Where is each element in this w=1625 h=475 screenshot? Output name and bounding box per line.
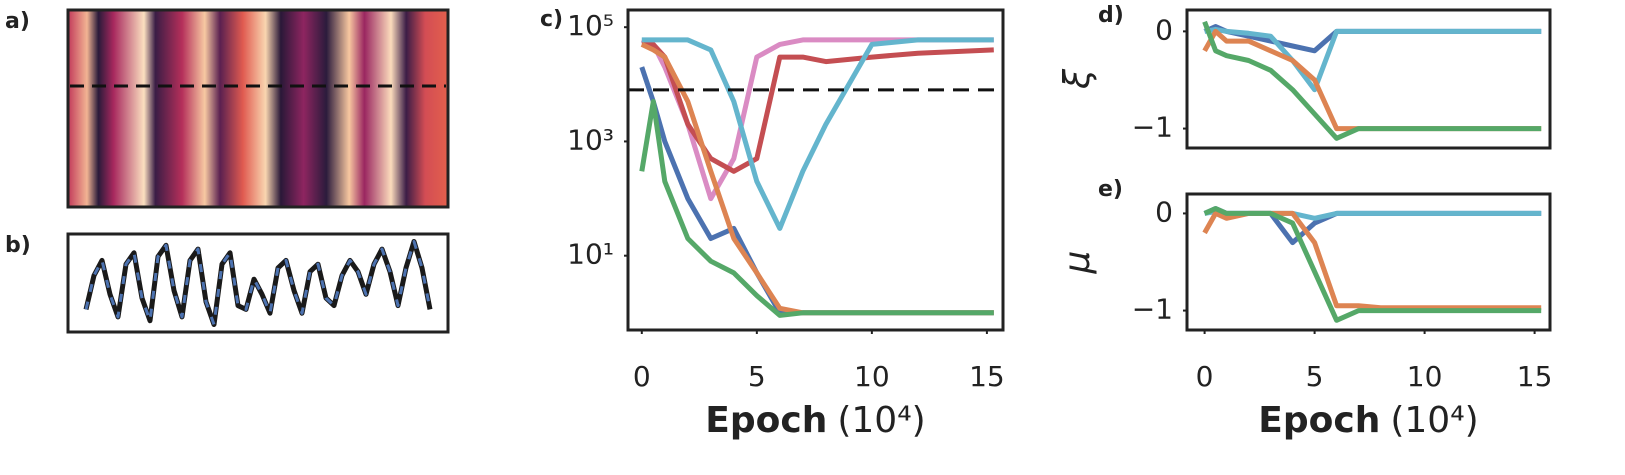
x-tick-label: 15	[969, 360, 1005, 393]
plot-lines	[83, 239, 433, 327]
series-line	[641, 37, 994, 231]
series-line	[640, 42, 994, 316]
x-axis-label-name: Epoch	[705, 400, 827, 441]
y-tick-label: −1	[1132, 111, 1173, 144]
x-tick-label: 5	[748, 360, 766, 393]
y-tick-label: 10⁵	[567, 9, 614, 42]
y-tick-label: 10¹	[567, 238, 614, 271]
y-tick-label: −1	[1132, 293, 1173, 326]
x-tick-label: 10	[854, 360, 890, 393]
frame	[1185, 192, 1552, 332]
x-axis-label: Epoch (10⁴)	[705, 400, 925, 441]
series-line	[1202, 20, 1542, 141]
panel-label: a)	[5, 9, 30, 34]
frame	[626, 8, 1005, 332]
panel-label: e)	[1098, 177, 1123, 202]
series-line	[1204, 26, 1542, 93]
series-line	[1202, 210, 1542, 311]
series-line	[1202, 28, 1542, 132]
x-tick-label: 0	[1196, 360, 1214, 393]
y-axis-label: ξ	[1057, 68, 1098, 90]
x-tick-label: 5	[1306, 360, 1324, 393]
x-tick-label: 10	[1407, 360, 1443, 393]
plot-lines	[1202, 206, 1542, 323]
frame	[66, 8, 450, 209]
y-tick-label: 0	[1155, 195, 1173, 228]
y-axis-label: μ	[1057, 251, 1098, 275]
panel-label: c)	[540, 7, 563, 32]
x-tick-label: 15	[1517, 360, 1553, 393]
x-axis-label-units: (10⁴)	[837, 400, 925, 441]
frame	[66, 232, 450, 334]
plot-lines	[1202, 20, 1542, 141]
series-line	[84, 240, 432, 326]
panel-label: b)	[5, 233, 31, 258]
plot-lines	[639, 37, 994, 318]
series-line	[83, 239, 433, 327]
x-axis-label: Epoch (10⁴)	[1258, 400, 1478, 441]
y-tick-label: 0	[1155, 13, 1173, 46]
panel-label: d)	[1098, 3, 1124, 28]
x-axis-label-name: Epoch	[1258, 400, 1380, 441]
series-line	[639, 99, 994, 318]
x-tick-label: 0	[633, 360, 651, 393]
series-line	[1203, 206, 1542, 323]
series-line	[639, 66, 994, 316]
series-line	[640, 37, 994, 202]
heatmap	[68, 10, 448, 207]
x-axis-label-units: (10⁴)	[1390, 400, 1478, 441]
y-tick-label: 10³	[567, 123, 614, 156]
frame	[1185, 8, 1552, 150]
